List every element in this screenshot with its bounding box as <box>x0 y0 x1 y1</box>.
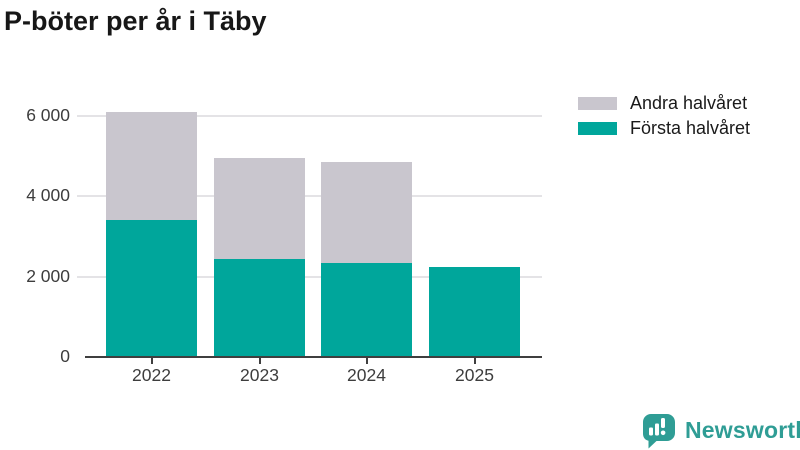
bar-2022-forsta-halvaret <box>106 220 197 357</box>
legend: Andra halvåret Första halvåret <box>578 91 750 141</box>
bar-2024-andra-halvaret <box>321 162 412 263</box>
y-axis-tick-label: 2 000 <box>26 265 70 286</box>
legend-label-forsta-halvaret: Första halvåret <box>630 117 751 138</box>
bar-2023-forsta-halvaret <box>214 258 305 357</box>
bar-2022-andra-halvaret <box>106 111 197 221</box>
x-axis-label-2024: 2024 <box>347 365 386 385</box>
x-axis-tick <box>150 358 153 364</box>
gridline-6000 <box>77 115 542 117</box>
newsworthy-logo-icon <box>643 414 675 449</box>
x-axis-line <box>85 355 542 358</box>
bar-2025-forsta-halvaret <box>429 266 520 357</box>
x-axis-tick <box>258 358 261 364</box>
bar-2023-andra-halvaret <box>214 158 305 259</box>
legend-swatch-forsta-halvaret <box>578 121 617 135</box>
bar-2024-forsta-halvaret <box>321 262 412 357</box>
chart-title: P-böter per år i Täby <box>4 6 267 36</box>
y-axis-tick-label: 6 000 <box>26 105 70 125</box>
newsworthy-branding: Newsworthy <box>641 412 800 449</box>
legend-label-andra-halvaret: Andra halvåret <box>630 92 748 113</box>
gridline-2000 <box>77 275 542 278</box>
gridline-4000 <box>77 195 542 198</box>
x-axis-label-2022: 2022 <box>132 365 171 385</box>
x-axis-tick <box>473 358 476 364</box>
y-axis-tick-label: 4 000 <box>26 185 70 206</box>
x-axis-label-2025: 2025 <box>455 365 494 385</box>
newsworthy-logo-text: Newsworthy <box>685 417 800 443</box>
y-axis-tick-label: 0 <box>60 346 70 366</box>
x-axis-tick <box>365 358 368 364</box>
legend-item-forsta-halvaret: Första halvåret <box>578 116 750 140</box>
legend-item-andra-halvaret: Andra halvåret <box>578 91 750 115</box>
legend-swatch-andra-halvaret <box>578 96 617 110</box>
x-axis-label-2023: 2023 <box>240 365 279 385</box>
